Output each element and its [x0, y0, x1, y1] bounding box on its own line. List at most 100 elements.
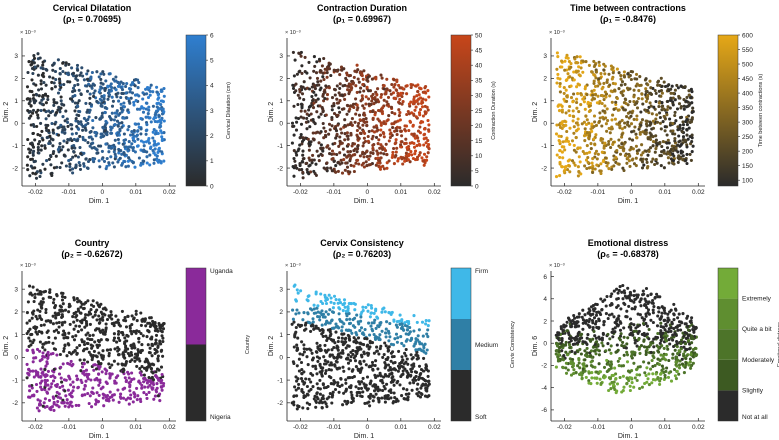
scatter-point — [322, 77, 326, 82]
chart-subtitle: (ρ₂ = -0.62672) — [61, 249, 122, 259]
scatter-point — [613, 326, 617, 330]
scatter-point — [382, 152, 386, 156]
scatter-point — [608, 131, 612, 135]
scatter-point — [105, 164, 109, 168]
scatter-point — [81, 349, 86, 353]
scatter-point — [137, 156, 141, 160]
scatter-point — [607, 139, 611, 144]
scatter-point — [361, 309, 365, 313]
scatter-point — [339, 127, 343, 131]
scatter-point — [133, 122, 137, 126]
scatter-point — [673, 110, 677, 114]
scatter-point — [673, 113, 677, 118]
colorbar-tick-label: 25 — [475, 108, 483, 115]
scatter-point — [39, 323, 43, 327]
scatter-point — [314, 162, 318, 166]
scatter-point — [592, 114, 597, 118]
scatter-point — [91, 126, 95, 130]
scatter-point — [640, 143, 644, 147]
scatter-point — [678, 116, 683, 120]
scatter-point — [31, 350, 35, 354]
scatter-point — [109, 82, 113, 86]
scatter-point — [103, 367, 107, 371]
scatter-point — [349, 104, 353, 108]
scatter-point — [50, 121, 54, 126]
scatter-point — [55, 321, 59, 325]
scatter-point — [316, 359, 320, 363]
scatter-point — [70, 395, 74, 399]
scatter-point — [662, 151, 666, 155]
scatter-point — [26, 70, 30, 75]
scatter-point — [142, 380, 146, 384]
scatter-point — [574, 150, 578, 154]
scatter-point — [314, 367, 318, 371]
scatter-point — [351, 141, 355, 146]
scatter-point — [39, 108, 43, 113]
y-tick-label: -2 — [277, 165, 283, 172]
scatter-point — [402, 344, 406, 348]
scatter-point — [75, 63, 80, 67]
scatter-point — [647, 149, 651, 153]
colorbar-tick-label: 0 — [210, 183, 214, 190]
scatter-point — [290, 121, 295, 125]
scatter-point — [376, 108, 381, 113]
colorbar-gradient — [718, 35, 738, 186]
scatter-point — [95, 100, 99, 104]
scatter-point — [600, 124, 604, 128]
scatter-point — [386, 118, 390, 122]
scatter-point — [417, 97, 421, 101]
scatter-point — [86, 117, 90, 122]
scatter-point — [139, 117, 143, 121]
scatter-point — [669, 96, 673, 100]
scatter-point — [393, 96, 397, 100]
scatter-point — [404, 151, 408, 155]
scatter-point — [86, 331, 90, 335]
scatter-point — [648, 91, 653, 95]
scatter-point — [125, 339, 129, 343]
scatter-point — [38, 340, 42, 344]
scatter-point — [634, 72, 639, 76]
scatter-point — [655, 113, 659, 117]
scatter-point — [597, 60, 601, 64]
scatter-point — [360, 163, 364, 167]
scatter-point — [618, 152, 623, 156]
scatter-point — [116, 160, 120, 164]
scatter-point — [342, 153, 347, 157]
scatter-point — [352, 336, 356, 340]
scatter-point — [422, 350, 426, 354]
scatter-point — [398, 101, 402, 105]
scatter-point — [76, 330, 80, 334]
scatter-point — [350, 144, 354, 148]
scatter-point — [398, 383, 402, 387]
scatter-point — [124, 361, 128, 365]
colorbar-tick-label: 600 — [742, 32, 753, 39]
scatter-point — [76, 119, 80, 124]
scatter-point — [683, 139, 687, 143]
scatter-point — [379, 73, 383, 77]
scatter-point — [578, 55, 582, 59]
scatter-point — [80, 338, 84, 342]
scatter-point — [103, 105, 108, 110]
scatter-point — [387, 368, 391, 372]
scatter-point — [407, 392, 411, 396]
scatter-point — [86, 299, 90, 303]
scatter-point — [139, 331, 143, 336]
scatter-point — [620, 142, 624, 146]
scatter-point — [79, 378, 83, 382]
scatter-point — [401, 387, 406, 391]
scatter-point — [49, 137, 53, 141]
scatter-point — [324, 350, 328, 354]
scatter-point — [597, 362, 601, 366]
scatter-point — [578, 160, 582, 164]
scatter-point — [574, 129, 578, 133]
scatter-point — [394, 368, 398, 372]
scatter-point — [675, 107, 680, 111]
scatter-point — [140, 383, 144, 387]
scatter-point — [355, 313, 359, 317]
scatter-point — [97, 90, 101, 94]
colorbar-label: Country — [245, 335, 251, 355]
scatter-point — [308, 125, 312, 129]
scatter-point — [312, 303, 316, 307]
colorbar-label: Cervix Consistency — [510, 321, 516, 368]
scatter-point — [585, 93, 589, 97]
